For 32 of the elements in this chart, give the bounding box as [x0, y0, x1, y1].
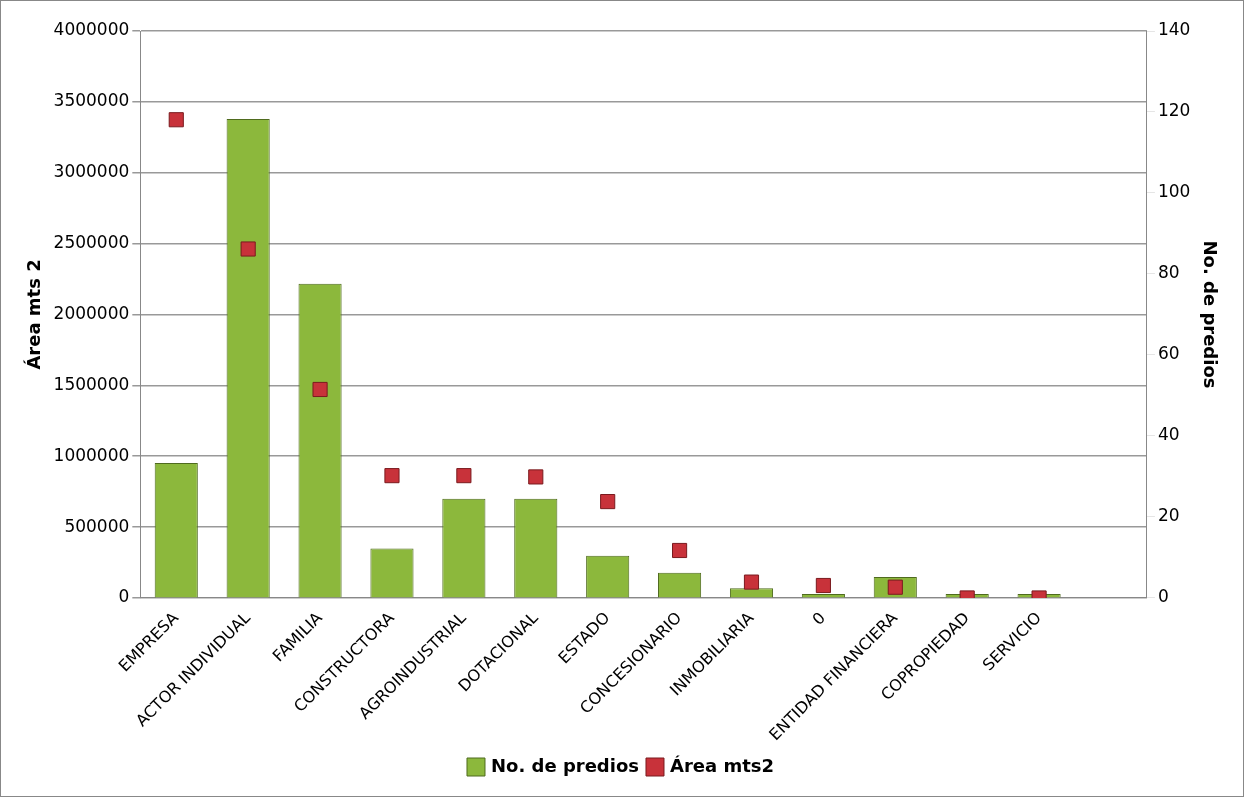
- y-tick-label: 500000: [64, 515, 130, 536]
- y-tick-label: 3000000: [53, 161, 130, 182]
- y-tick-label: 1500000: [53, 373, 130, 394]
- y2-tick-label: 0: [1157, 586, 1169, 607]
- x-tick-label: 0: [808, 608, 830, 629]
- y-axis-title: Área mts 2: [23, 259, 45, 370]
- y2-tick-label: 100: [1157, 181, 1191, 202]
- y2-tick-label: 60: [1157, 343, 1180, 364]
- y-tick-label: 2500000: [53, 232, 130, 253]
- point: [312, 381, 328, 398]
- y2-axis-title: No. de predios: [1199, 240, 1221, 389]
- point: [168, 112, 184, 128]
- point: [600, 494, 616, 510]
- point: [456, 468, 472, 484]
- point: [672, 542, 688, 559]
- point: [815, 577, 831, 594]
- y2-tick-label: 40: [1157, 424, 1180, 445]
- y-tick-label: 3500000: [53, 90, 130, 111]
- point: [743, 574, 760, 590]
- y2-tick-label: 20: [1157, 505, 1180, 526]
- point: [384, 468, 400, 484]
- y2-tick-label: 80: [1157, 262, 1180, 283]
- point: [240, 241, 256, 257]
- y2-tick-label: 120: [1157, 100, 1191, 121]
- y-tick-label: 1000000: [53, 444, 130, 465]
- legend-label: No. de predios: [490, 754, 639, 776]
- legend-label: Área mts2: [669, 754, 775, 776]
- y2-tick-label: 140: [1157, 19, 1191, 40]
- y-tick-label: 4000000: [53, 19, 130, 40]
- point: [528, 469, 544, 485]
- y-tick-label: 2000000: [53, 302, 130, 323]
- y-tick-label: 0: [118, 586, 130, 607]
